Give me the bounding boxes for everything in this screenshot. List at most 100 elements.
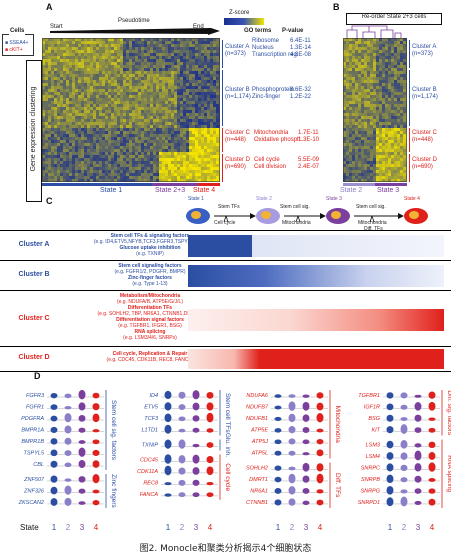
figure-caption: 图2. Monocle和聚类分析揭示4个细胞状态 bbox=[139, 544, 312, 554]
b-cluster-a-line bbox=[409, 40, 410, 68]
gene-label: SOHLH2 bbox=[246, 465, 268, 471]
violin-shape bbox=[64, 450, 72, 456]
cluster-d-term-2: Cell division bbox=[254, 164, 287, 170]
violin-shape bbox=[178, 492, 186, 498]
violin-shape bbox=[414, 450, 422, 461]
violin-shape bbox=[400, 424, 408, 434]
violin-shape bbox=[78, 389, 86, 400]
state3-b-label: State 3 bbox=[377, 187, 400, 194]
violin-shape bbox=[178, 391, 186, 399]
violin-shape bbox=[386, 452, 394, 460]
violin-group-label: Cell cycle bbox=[224, 463, 231, 491]
violin-shape bbox=[302, 426, 310, 434]
c-c-line-4: (e.g. SOHLH2, TBP, NR6A1, CTNNB1,DMRT1) bbox=[97, 311, 203, 317]
violin-group-label: Glu. inh. bbox=[224, 433, 231, 457]
violin-group-label: Stem cell TFs bbox=[224, 393, 231, 433]
violin-shape bbox=[400, 404, 408, 410]
cells-legend-title: Cells bbox=[9, 28, 26, 35]
c-d-expression-bar bbox=[188, 349, 444, 369]
c-c-line-2: (e.g. NDUFA/B, ATP5E/G/J/L) bbox=[116, 299, 184, 305]
state-tick: 1 bbox=[276, 523, 281, 532]
violin-shape bbox=[386, 463, 394, 472]
violin-shape bbox=[386, 497, 394, 507]
violin-shape bbox=[192, 415, 200, 422]
cells-legend-sse4: ■ SSEA4+ bbox=[5, 40, 28, 46]
violin-shape bbox=[414, 475, 422, 483]
violin-shape bbox=[288, 450, 296, 456]
violin-shape bbox=[302, 439, 310, 445]
state23-label: State 2+3 bbox=[155, 187, 186, 194]
violin-group-label: RNA splicing bbox=[446, 455, 451, 492]
b-cluster-a-n: (n=373) bbox=[412, 51, 433, 57]
cluster-b-n: (n=1,174) bbox=[225, 94, 251, 100]
violin-shape bbox=[92, 474, 100, 484]
b-cluster-a-name: Cluster A bbox=[412, 44, 437, 50]
violin-shape bbox=[274, 405, 282, 410]
pseudotime-arrow bbox=[50, 28, 220, 35]
violin-shape bbox=[78, 402, 86, 411]
violin-shape bbox=[192, 427, 200, 433]
violin-shape bbox=[178, 428, 186, 433]
violin-shape bbox=[428, 488, 436, 494]
violin-shape bbox=[64, 437, 72, 445]
violin-shape bbox=[316, 428, 324, 433]
dendrogram-b bbox=[346, 25, 402, 38]
violin-shape bbox=[302, 401, 310, 411]
cluster-a-term-3: Transcription reg. bbox=[252, 52, 299, 58]
violin-shape bbox=[178, 455, 186, 464]
state-tick: 1 bbox=[388, 523, 393, 532]
violin-shape bbox=[50, 404, 58, 410]
transition-3-mid: Mitochondria bbox=[358, 220, 387, 226]
c-state4-label: State 4 bbox=[404, 196, 420, 202]
gene-label: NDUFB7 bbox=[246, 405, 269, 411]
violin-shape bbox=[288, 466, 296, 471]
violin-shape bbox=[414, 402, 422, 411]
violin-shape bbox=[428, 498, 436, 506]
gene-label: L1TD1 bbox=[141, 428, 158, 434]
violin-shape bbox=[400, 477, 408, 483]
violin-shape bbox=[386, 426, 394, 434]
violin-shape bbox=[274, 465, 282, 471]
gene-label: NDUFB1 bbox=[246, 416, 268, 422]
violin-shape bbox=[50, 475, 58, 483]
c-row-cluster-c: Cluster C Metabolism/Mitochondria (e.g. … bbox=[0, 290, 451, 347]
gene-label: BMPR1A bbox=[21, 428, 44, 434]
violin-shape bbox=[206, 481, 214, 486]
state-tick: 4 bbox=[94, 523, 99, 532]
gene-label: ID4 bbox=[149, 393, 158, 399]
violin-group-label: Diff. sig. factors bbox=[446, 390, 451, 435]
cluster-c-p-2: 1.3E-10 bbox=[298, 137, 320, 143]
gene-label: PDGFRA bbox=[21, 416, 44, 422]
transition-2-down: Mitochondria bbox=[282, 220, 311, 226]
reorder-title: Re-order State 2+3 cells bbox=[361, 14, 427, 20]
c-cluster-a-label: Cluster A bbox=[18, 241, 50, 248]
cluster-c-annot bbox=[222, 128, 223, 152]
heatmap-a bbox=[42, 38, 220, 182]
violin-shape bbox=[302, 462, 310, 472]
violin-shape bbox=[192, 479, 200, 486]
state3-bar bbox=[375, 183, 407, 186]
violin-shape bbox=[274, 499, 282, 506]
gene-label: SNRPG bbox=[360, 488, 380, 494]
violin-shape bbox=[78, 501, 86, 505]
violin-shape bbox=[400, 417, 408, 421]
violin-shape bbox=[316, 473, 324, 484]
violin-shape bbox=[288, 394, 296, 398]
violin-shape bbox=[64, 478, 72, 482]
c-c-line-8: (e.g. LSM3/4/6, SNRPs) bbox=[123, 335, 177, 341]
violin-shape bbox=[288, 426, 296, 434]
cluster-b-p-1: 8.6E-32 bbox=[290, 87, 312, 93]
gene-expression-clustering-box: Gene expression clustering bbox=[26, 60, 42, 202]
violin-shape bbox=[400, 496, 408, 507]
b-cluster-d-line bbox=[409, 154, 410, 182]
state-tick: 4 bbox=[208, 523, 213, 532]
cluster-a-name: Cluster A bbox=[225, 44, 250, 50]
violin-shape bbox=[78, 427, 86, 433]
state-tick: 1 bbox=[52, 523, 57, 532]
violin-shape bbox=[316, 463, 324, 472]
gene-label: KIT bbox=[371, 428, 380, 434]
violin-shape bbox=[428, 441, 436, 449]
violin-shape bbox=[302, 488, 310, 494]
gene-label: TXNIP bbox=[142, 442, 159, 448]
violin-shape bbox=[192, 402, 200, 411]
